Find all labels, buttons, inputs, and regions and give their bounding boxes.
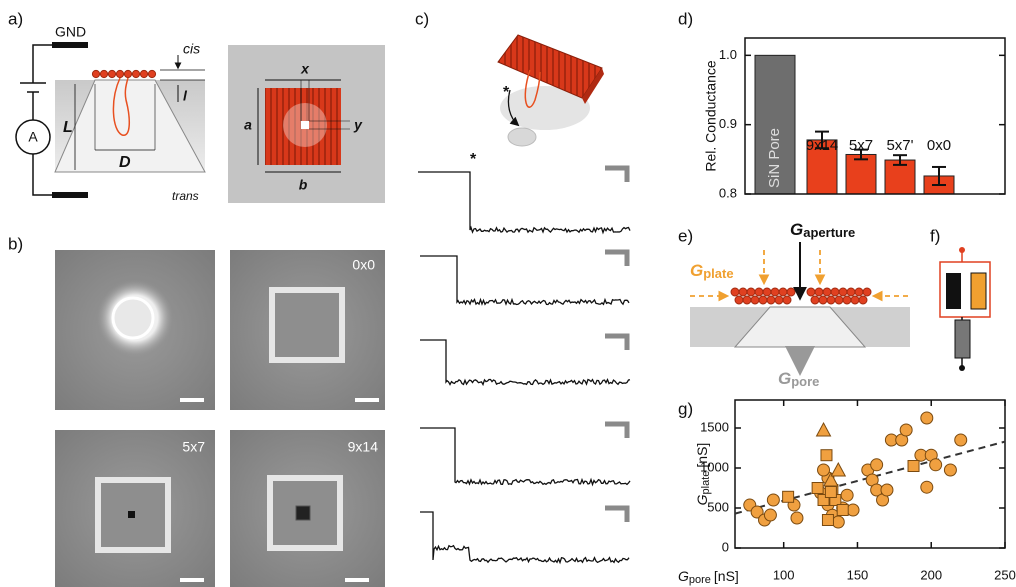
current-trace	[418, 171, 631, 235]
g-plate: Gplate	[690, 261, 734, 281]
axis-unit: [nS]	[694, 443, 710, 468]
axis-unit: [nS]	[714, 568, 739, 584]
axis-symbol: G	[678, 568, 689, 584]
panel-label: e)	[678, 226, 693, 245]
y-tick-label: 0	[722, 539, 729, 554]
point	[811, 482, 824, 494]
g-pore: Gpore	[778, 369, 819, 389]
y-tick-label: 1.0	[719, 47, 737, 62]
point	[763, 508, 777, 522]
x-label: x	[300, 61, 310, 77]
axis-symbol: G	[694, 494, 710, 505]
x-tick-label: 250	[994, 567, 1016, 582]
cis-label: cis	[183, 41, 200, 57]
y-tick-label: 1500	[700, 419, 729, 434]
point	[750, 505, 764, 519]
b-label: b	[299, 177, 308, 193]
image-label: 5x7	[182, 439, 205, 455]
point	[836, 504, 849, 516]
panel-label: f)	[930, 226, 940, 245]
y-tick-label: 0.9	[719, 116, 737, 131]
bar	[754, 54, 796, 195]
point	[943, 463, 957, 477]
point	[821, 514, 834, 526]
a-label: a	[244, 117, 252, 133]
category-label: 0x0	[927, 137, 951, 154]
plot-frame	[744, 37, 1006, 195]
category-label: SiN Pore	[766, 128, 783, 188]
point	[782, 490, 795, 503]
point	[920, 480, 934, 494]
bar	[845, 153, 877, 195]
y-axis-title: Gplate [nS]	[694, 443, 712, 506]
plot-frame	[734, 399, 1006, 549]
point	[824, 486, 837, 498]
point	[823, 471, 839, 487]
scale-bar	[605, 165, 630, 182]
image-label: 9x14	[348, 439, 379, 455]
y-label: y	[353, 117, 363, 133]
point	[880, 483, 894, 497]
category-label: 5x7'	[886, 137, 913, 154]
y-tick-label: 1000	[700, 459, 729, 474]
panel-e: Gaperture Gplate Gpore	[690, 220, 910, 389]
current-trace	[420, 511, 630, 565]
scale-bar	[605, 505, 630, 522]
current-trace	[420, 339, 631, 387]
image-label: 0x0	[352, 257, 375, 273]
L-label: L	[63, 119, 73, 136]
point	[830, 461, 847, 477]
scale-bar	[605, 249, 630, 266]
panel-c: * *	[470, 34, 604, 168]
point	[815, 421, 832, 437]
l-label: l	[183, 88, 188, 104]
ammeter-label: A	[28, 129, 38, 145]
point	[929, 458, 943, 472]
point	[899, 423, 913, 437]
y-axis-title: Rel. Conductance	[703, 60, 719, 172]
point	[846, 503, 860, 517]
x-tick-label: 200	[920, 567, 942, 582]
panel-label: a)	[8, 9, 23, 28]
point	[907, 460, 920, 472]
current-trace	[420, 255, 630, 306]
axis-subscript: plate	[700, 471, 712, 495]
panel-f	[939, 247, 991, 371]
x-tick-label: 150	[847, 567, 869, 582]
panel-label: g)	[678, 399, 693, 418]
x-tick-label: 100	[773, 567, 795, 582]
point	[817, 463, 831, 477]
scale-bar	[605, 421, 630, 438]
category-label: 9x14	[806, 137, 839, 154]
point	[954, 433, 968, 447]
x-axis-title: Gpore [nS]	[678, 568, 739, 586]
point	[790, 511, 804, 525]
axis-subscript: pore	[689, 574, 711, 586]
y-tick-label: 500	[707, 499, 729, 514]
scale-bar	[605, 333, 630, 350]
g-aperture: Gaperture	[790, 220, 855, 240]
current-trace	[420, 427, 631, 487]
point	[831, 515, 845, 529]
marker-label: *	[470, 151, 477, 168]
point	[840, 488, 854, 502]
D-label: D	[119, 154, 131, 171]
gnd-label: GND	[55, 24, 86, 40]
point	[817, 494, 830, 506]
trans-label: trans	[172, 189, 199, 203]
y-tick-label: 0.8	[719, 185, 737, 200]
point	[870, 458, 884, 472]
marker-label: *	[503, 84, 510, 101]
point	[766, 493, 780, 507]
point	[820, 449, 833, 462]
category-label: 5x7	[849, 137, 873, 154]
panel-label: d)	[678, 9, 693, 28]
panel-a: GND cis l L D A trans x a y b	[15, 24, 385, 203]
point	[920, 411, 934, 425]
panel-b: 0x0 5x7 9x14	[55, 250, 385, 587]
panel-label: c)	[415, 9, 429, 28]
fit-line	[734, 440, 1006, 515]
panel-label: b)	[8, 234, 23, 253]
